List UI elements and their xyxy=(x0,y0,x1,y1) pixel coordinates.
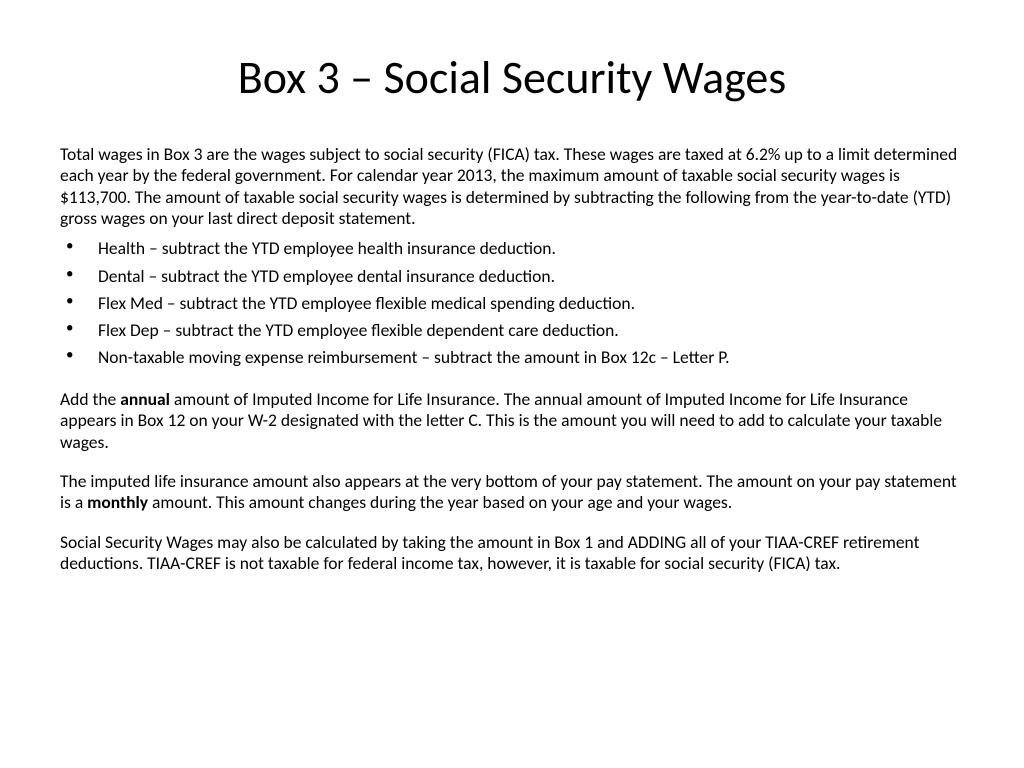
bold-monthly: monthly xyxy=(87,491,148,513)
paragraph-tiaa: Social Security Wages may also be calcul… xyxy=(60,532,964,575)
text-span: Add the xyxy=(60,388,120,410)
list-item: Health – subtract the YTD employee healt… xyxy=(60,235,964,262)
list-item: Non-taxable moving expense reimbursement… xyxy=(60,344,964,371)
list-item: Flex Dep – subtract the YTD employee fle… xyxy=(60,317,964,344)
list-item: Flex Med – subtract the YTD employee fle… xyxy=(60,290,964,317)
paragraph-monthly: The imputed life insurance amount also a… xyxy=(60,471,964,514)
list-item: Dental – subtract the YTD employee denta… xyxy=(60,263,964,290)
text-span: amount. This amount changes during the y… xyxy=(148,491,732,513)
paragraph-annual: Add the annual amount of Imputed Income … xyxy=(60,389,964,453)
bold-annual: annual xyxy=(120,388,170,410)
deduction-list: Health – subtract the YTD employee healt… xyxy=(60,235,964,371)
intro-paragraph: Total wages in Box 3 are the wages subje… xyxy=(60,144,964,229)
text-span: amount of Imputed Income for Life Insura… xyxy=(60,388,942,453)
slide-title: Box 3 – Social Security Wages xyxy=(60,50,964,106)
